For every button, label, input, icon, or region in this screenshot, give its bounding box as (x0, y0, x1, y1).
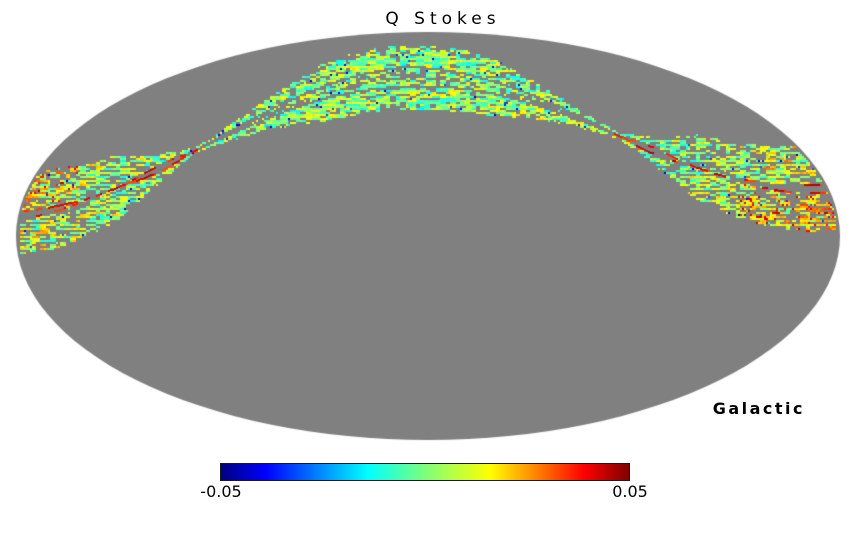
mollweide-sky-map (0, 0, 850, 446)
colorbar-max-label: 0.05 (612, 482, 648, 501)
coordinate-system-label: Galactic (712, 399, 805, 418)
colorbar-gradient (220, 463, 630, 481)
chart-title: Q Stokes (385, 9, 501, 29)
colorbar-min-label: -0.05 (200, 482, 242, 501)
